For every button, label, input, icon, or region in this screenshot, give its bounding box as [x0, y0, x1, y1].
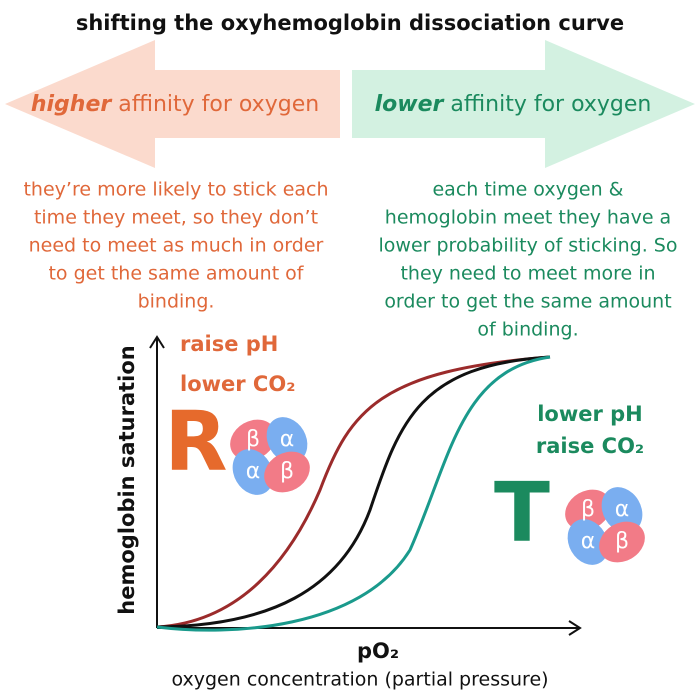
subunit — [232, 449, 274, 495]
subunit — [264, 451, 310, 493]
note-line: they’re more likely to stick each — [23, 179, 328, 201]
subunit-label: β — [615, 529, 629, 554]
subunit-label: α — [615, 497, 630, 522]
note-line: need to meet as much in order — [29, 235, 324, 257]
left-arrow-label: higher affinity for oxygen — [31, 92, 319, 117]
subunit-label: α — [280, 427, 295, 452]
axis-arrowhead — [568, 620, 582, 636]
subunit-label: α — [581, 529, 596, 554]
note-line: each time oxygen & — [432, 179, 623, 201]
subunit-label: α — [246, 459, 261, 484]
curve-normal — [156, 355, 551, 629]
right-arrow-label: lower affinity for oxygen — [375, 92, 652, 117]
note-line: to get the same amount of — [48, 263, 304, 285]
subunit — [565, 489, 611, 531]
note-line: lower probability of sticking. So — [379, 235, 678, 257]
note-line: they need to meet more in — [400, 263, 655, 285]
state-letter: R — [164, 394, 227, 489]
note-line: of binding. — [477, 319, 578, 341]
condition: lower CO₂ — [180, 372, 295, 396]
hemoglobin-icon: β αα β — [565, 487, 645, 565]
curve-right-shift — [156, 355, 551, 632]
subunit — [230, 419, 276, 461]
x-axis-label: pO₂ — [357, 639, 399, 663]
left-arrow — [5, 40, 340, 168]
x-axis-caption: oxygen concentration (partial pressure) — [171, 669, 548, 691]
subunit — [601, 487, 643, 533]
note-line: hemoglobin meet they have a — [385, 207, 671, 229]
subunit-label: β — [246, 427, 260, 452]
title: shifting the oxyhemoglobin dissociation … — [76, 11, 624, 35]
subunit — [567, 519, 609, 565]
condition: raise pH — [180, 332, 278, 356]
note-line: time they meet, so they don’t — [34, 207, 318, 229]
note-line: binding. — [138, 291, 215, 313]
note-line: order to get the same amount — [384, 291, 671, 313]
subunit-label: β — [280, 459, 294, 484]
state-letter: T — [494, 465, 550, 560]
hemoglobin-icon: β αα β — [230, 417, 310, 495]
condition: raise CO₂ — [536, 434, 644, 458]
axis-arrowhead — [149, 335, 165, 349]
subunit — [266, 417, 308, 463]
curve-left-shift — [156, 355, 551, 629]
y-axis-label: hemoglobin saturation — [115, 345, 139, 614]
subunit-label: β — [581, 497, 595, 522]
subunit — [599, 521, 645, 563]
condition: lower pH — [537, 402, 643, 426]
right-arrow — [352, 40, 695, 168]
